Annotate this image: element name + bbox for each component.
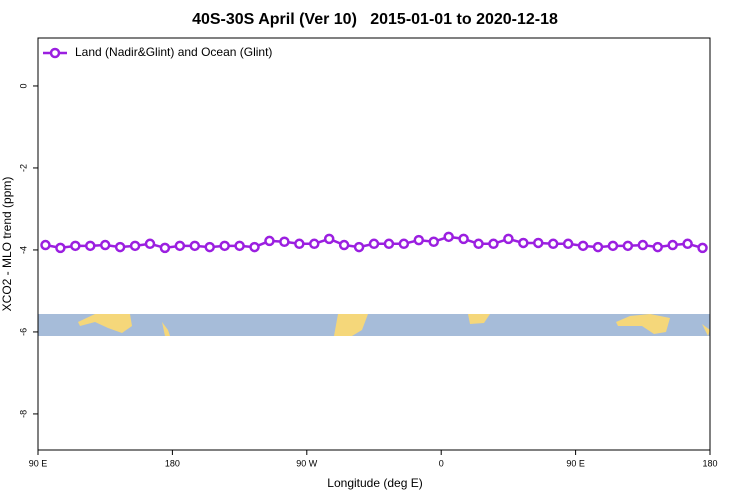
data-point (503, 233, 514, 245)
data-point (294, 238, 305, 250)
map-strip (38, 314, 710, 336)
data-point (159, 242, 171, 254)
data-point (114, 241, 126, 253)
data-point (428, 236, 439, 247)
data-point (518, 237, 529, 249)
data-point (55, 242, 66, 254)
data-point (413, 234, 425, 246)
data-point (473, 238, 484, 250)
y-tick-label: -4 (18, 246, 28, 254)
data-point (70, 240, 81, 252)
data-point (249, 241, 260, 253)
data-point (667, 239, 678, 251)
legend-label: Land (Nadir&Glint) and Ocean (Glint) (75, 45, 272, 59)
data-point (607, 240, 619, 252)
data-point (547, 238, 559, 250)
data-point (40, 239, 51, 251)
data-point (338, 239, 350, 251)
data-point (488, 238, 499, 250)
data-point (697, 242, 708, 254)
data-point (323, 233, 335, 245)
data-point (622, 240, 634, 252)
chart-title: 40S-30S April (Ver 10) 2015-01-01 to 202… (192, 11, 558, 28)
y-axis-label: XCO2 - MLO trend (ppm) (0, 177, 14, 312)
data-point (458, 233, 469, 245)
y-tick-label: -8 (18, 410, 28, 418)
y-tick-label: 0 (18, 83, 28, 88)
data-point (234, 240, 245, 252)
data-point (144, 238, 156, 250)
data-point (264, 235, 275, 247)
data-point (129, 240, 141, 252)
data-point (652, 241, 663, 253)
data-point (174, 240, 186, 252)
x-tick-label: 90 W (296, 458, 318, 468)
data-point (279, 236, 290, 247)
x-axis-label: Longitude (deg E) (327, 476, 422, 490)
data-point (99, 239, 111, 251)
data-point (219, 240, 230, 252)
data-point (682, 238, 693, 250)
data-point (383, 238, 395, 250)
data-point (85, 240, 96, 252)
y-tick-label: -6 (18, 328, 28, 336)
data-point (637, 239, 649, 251)
y-tick-label: -2 (18, 164, 28, 172)
x-tick-label: 180 (702, 458, 717, 468)
data-point (204, 241, 215, 253)
x-tick-label: 90 E (566, 458, 585, 468)
data-point (562, 238, 574, 250)
x-tick-label: 0 (439, 458, 444, 468)
plot-frame (37, 37, 711, 451)
data-point (443, 231, 454, 243)
data-point (309, 238, 320, 250)
x-tick-label: 180 (165, 458, 180, 468)
data-point (398, 238, 410, 250)
data-point (592, 241, 604, 253)
data-point (353, 241, 365, 253)
x-tick-label: 90 E (29, 458, 48, 468)
data-point (533, 237, 544, 249)
data-point (577, 240, 589, 252)
legend-marker (49, 47, 61, 59)
data-point (368, 238, 380, 250)
data-point (189, 240, 201, 252)
